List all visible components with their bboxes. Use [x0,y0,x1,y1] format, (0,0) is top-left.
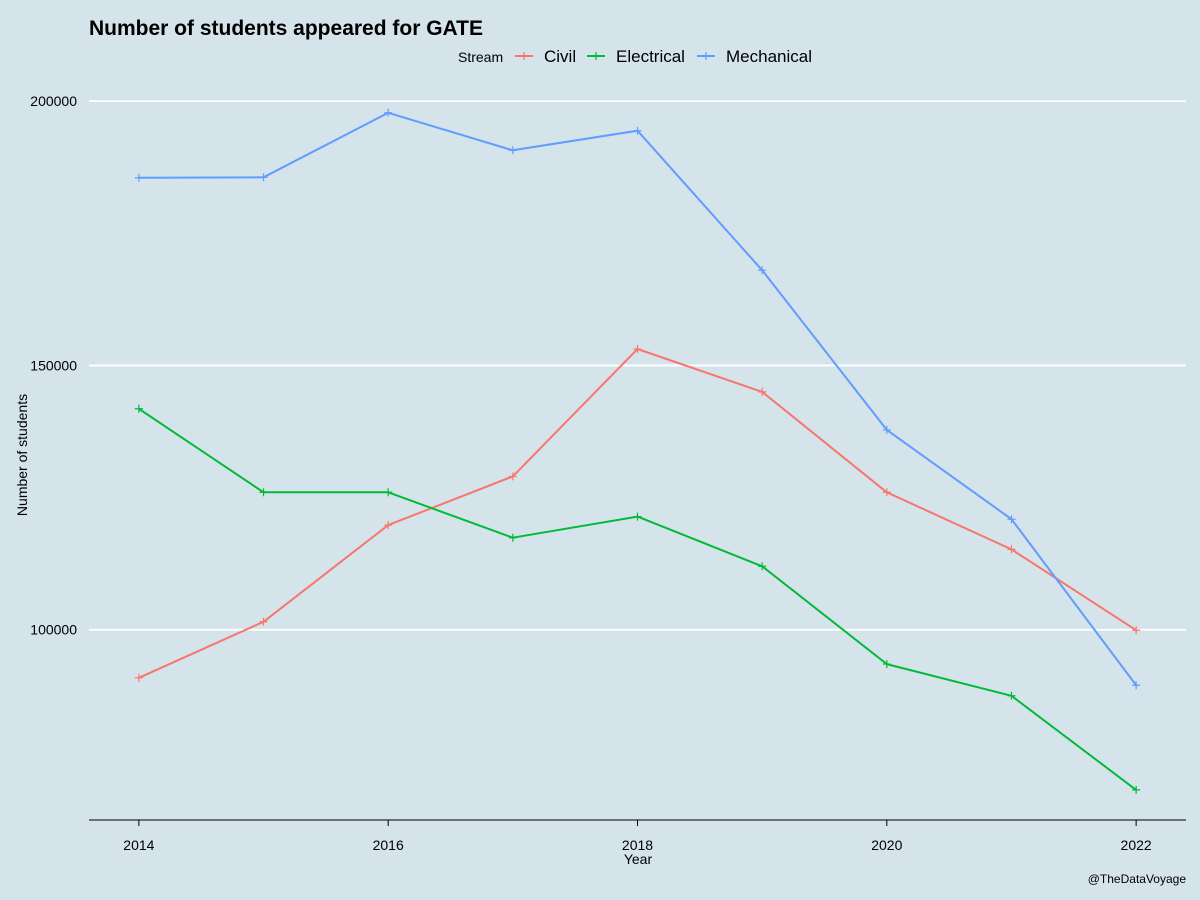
data-point [1007,545,1016,554]
data-point [758,387,767,396]
y-axis-title: Number of students [14,394,30,516]
data-point [1132,681,1141,690]
data-point [134,173,143,182]
y-tick-label: 150000 [30,357,77,373]
data-point [882,425,891,434]
data-point [508,533,517,542]
y-axis: 100000 150000 200000 [30,93,77,638]
legend-label: Mechanical [726,47,812,66]
data-point [758,266,767,275]
data-point [1132,626,1141,635]
y-tick-label: 100000 [30,622,77,638]
data-point [758,562,767,571]
legend-label: Civil [544,47,576,66]
x-axis: 2014 2016 2018 2020 2022 [123,820,1152,853]
series-line [138,111,1137,686]
data-point [633,345,642,354]
chart-title: Number of students appeared for GATE [89,17,483,40]
data-point [384,521,393,530]
x-tick-label: 2014 [123,837,154,853]
caption: @TheDataVoyage [1088,872,1187,886]
data-point [384,488,393,497]
data-point [259,488,268,497]
data-point [384,108,393,117]
data-point [508,146,517,155]
series-mechanical [134,108,1141,690]
grid-lines [89,100,1186,631]
series-civil [134,345,1141,682]
data-point [508,472,517,481]
data-point [1132,785,1141,794]
series-electrical [134,404,1141,794]
x-tick-label: 2020 [871,837,902,853]
x-tick-label: 2022 [1121,837,1152,853]
legend-key-marker [702,52,710,60]
data-point [1007,691,1016,700]
legend-key-marker [520,52,528,60]
data-point [633,126,642,135]
data-point [134,673,143,682]
data-point [134,404,143,413]
legend-label: Electrical [616,47,685,66]
data-point [633,512,642,521]
data-point [882,488,891,497]
legend-key-marker [592,52,600,60]
data-point [259,617,268,626]
y-tick-label: 200000 [30,93,77,109]
x-axis-title: Year [624,851,653,867]
data-point [259,173,268,182]
legend: Stream Civil Electrical Mechanical [458,47,812,66]
data-point [882,660,891,669]
series-group [134,108,1141,794]
x-tick-label: 2018 [622,837,653,853]
legend-title: Stream [458,49,503,65]
x-tick-label: 2016 [373,837,404,853]
data-point [1007,515,1016,524]
series-line [138,407,1137,791]
